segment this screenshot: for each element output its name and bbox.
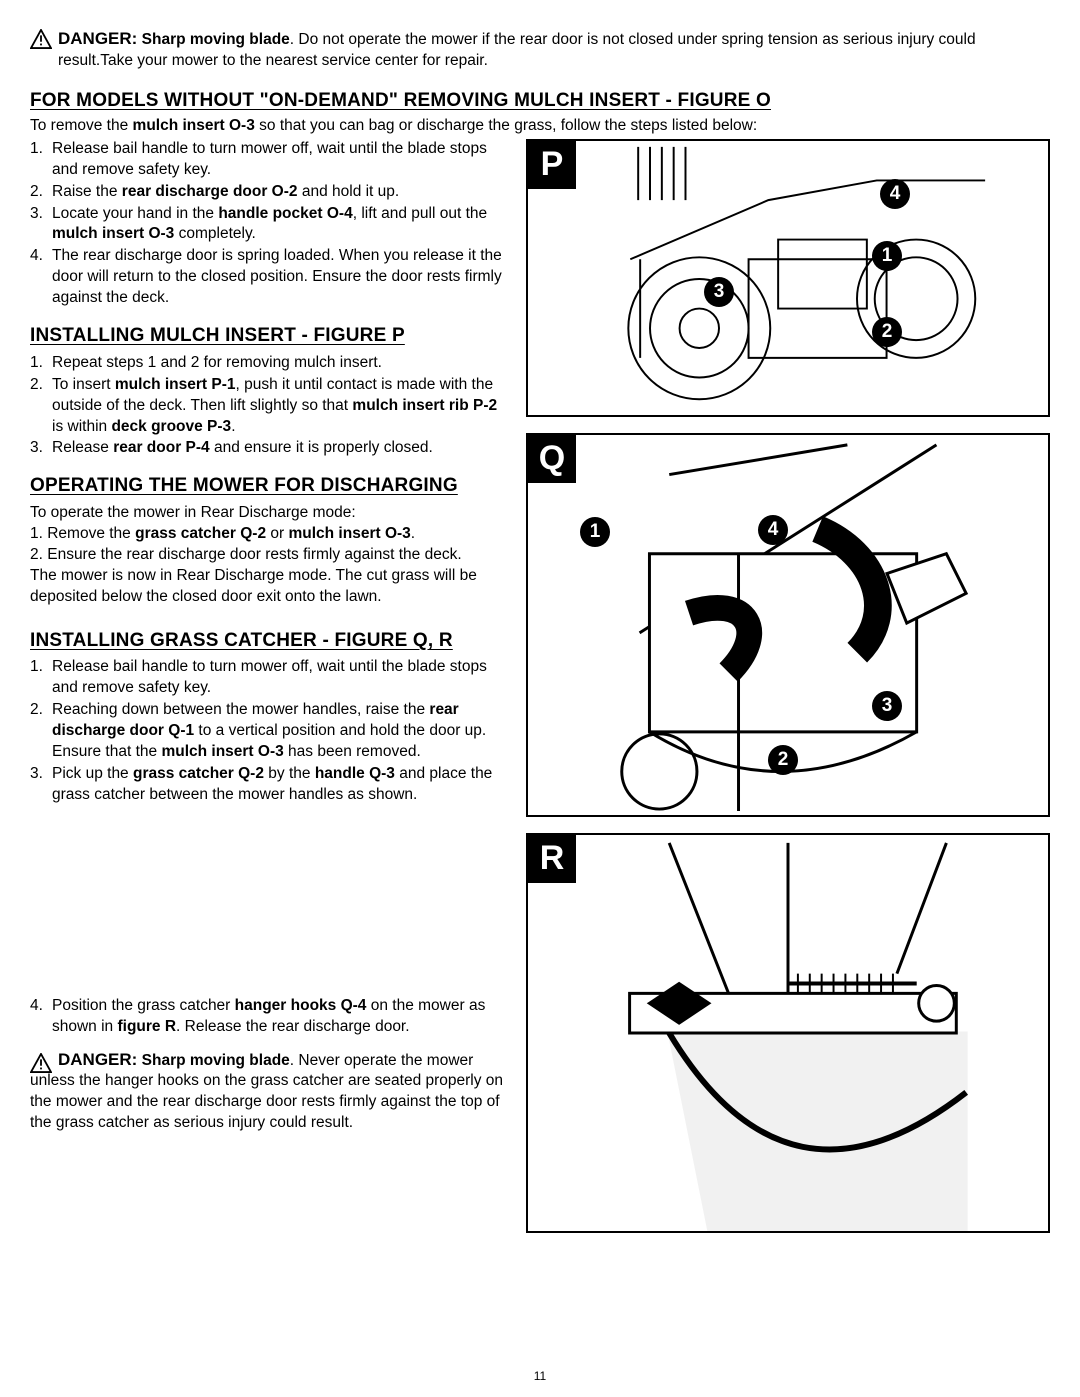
- callout-p-1: 1: [872, 241, 902, 271]
- step-p-2: To insert mulch insert P-1, push it unti…: [30, 375, 510, 438]
- right-column: P 4 1 3 2 Q: [526, 139, 1050, 1233]
- step-q-2: 2. Ensure the rear discharge door rests …: [30, 545, 510, 566]
- figure-r-illustration: [528, 835, 1048, 1231]
- steps-r: Release bail handle to turn mower off, w…: [30, 657, 510, 805]
- outro-q: The mower is now in Rear Discharge mode.…: [30, 566, 510, 608]
- left-column: Release bail handle to turn mower off, w…: [30, 139, 510, 1233]
- heading-catcher: INSTALLING GRASS CATCHER - FIGURE Q, R: [30, 628, 510, 654]
- danger-label: DANGER:: [58, 29, 137, 48]
- intro-o: To remove the mulch insert O-3 so that y…: [30, 116, 1050, 137]
- heading-figure-o: FOR MODELS WITHOUT "ON-DEMAND" REMOVING …: [30, 90, 1050, 112]
- danger-text-top: DANGER: Sharp moving blade. Do not opera…: [58, 28, 1050, 72]
- callout-q-4: 4: [758, 515, 788, 545]
- step-p-3: Release rear door P-4 and ensure it is p…: [30, 438, 510, 459]
- two-column-layout: Release bail handle to turn mower off, w…: [30, 139, 1050, 1233]
- callout-p-3: 3: [704, 277, 734, 307]
- step-o-2: Raise the rear discharge door O-2 and ho…: [30, 182, 510, 203]
- figure-p-label: P: [528, 141, 576, 189]
- heading-figure-p: INSTALLING MULCH INSERT - FIGURE P: [30, 323, 510, 349]
- callout-q-1: 1: [580, 517, 610, 547]
- step-q-1: 1. Remove the grass catcher Q-2 or mulch…: [30, 524, 510, 545]
- danger-warning-top: DANGER: Sharp moving blade. Do not opera…: [30, 28, 1050, 72]
- danger-text-bottom-body: DANGER: Sharp moving blade. Never operat…: [30, 1049, 510, 1135]
- step-r-2: Reaching down between the mower handles,…: [30, 700, 510, 763]
- steps-o: Release bail handle to turn mower off, w…: [30, 139, 510, 309]
- figure-q: Q 1 4 3 2: [526, 433, 1050, 817]
- steps-r-continued: Position the grass catcher hanger hooks …: [30, 996, 510, 1038]
- callout-q-2: 2: [768, 745, 798, 775]
- danger2-label: DANGER:: [58, 1050, 137, 1069]
- step-o-4: The rear discharge door is spring loaded…: [30, 246, 510, 309]
- figure-q-label: Q: [528, 435, 576, 483]
- page-number: 11: [534, 1369, 546, 1383]
- warning-triangle-icon: [30, 29, 52, 49]
- danger-title: Sharp moving blade: [142, 31, 290, 48]
- callout-p-4: 4: [880, 179, 910, 209]
- steps-p: Repeat steps 1 and 2 for removing mulch …: [30, 353, 510, 460]
- danger2-title: Sharp moving blade: [142, 1052, 290, 1069]
- step-o-3: Locate your hand in the handle pocket O-…: [30, 204, 510, 246]
- figure-r-label: R: [528, 835, 576, 883]
- step-o-1: Release bail handle to turn mower off, w…: [30, 139, 510, 181]
- callout-p-2: 2: [872, 317, 902, 347]
- intro-o-a: To remove the: [30, 117, 133, 134]
- callout-q-3: 3: [872, 691, 902, 721]
- step-p-1: Repeat steps 1 and 2 for removing mulch …: [30, 353, 510, 374]
- heading-discharge: OPERATING THE MOWER FOR DISCHARGING: [30, 473, 510, 499]
- intro-o-c: so that you can bag or discharge the gra…: [255, 117, 757, 134]
- intro-o-b: mulch insert O-3: [133, 117, 255, 134]
- figure-p-illustration: [528, 141, 1048, 415]
- intro-q: To operate the mower in Rear Discharge m…: [30, 503, 510, 524]
- warning-triangle-icon: [30, 1053, 52, 1073]
- figure-p: P 4 1 3 2: [526, 139, 1050, 417]
- figure-r: R: [526, 833, 1050, 1233]
- step-r-4: Position the grass catcher hanger hooks …: [30, 996, 510, 1038]
- step-r-3: Pick up the grass catcher Q-2 by the han…: [30, 764, 510, 806]
- step-r-1: Release bail handle to turn mower off, w…: [30, 657, 510, 699]
